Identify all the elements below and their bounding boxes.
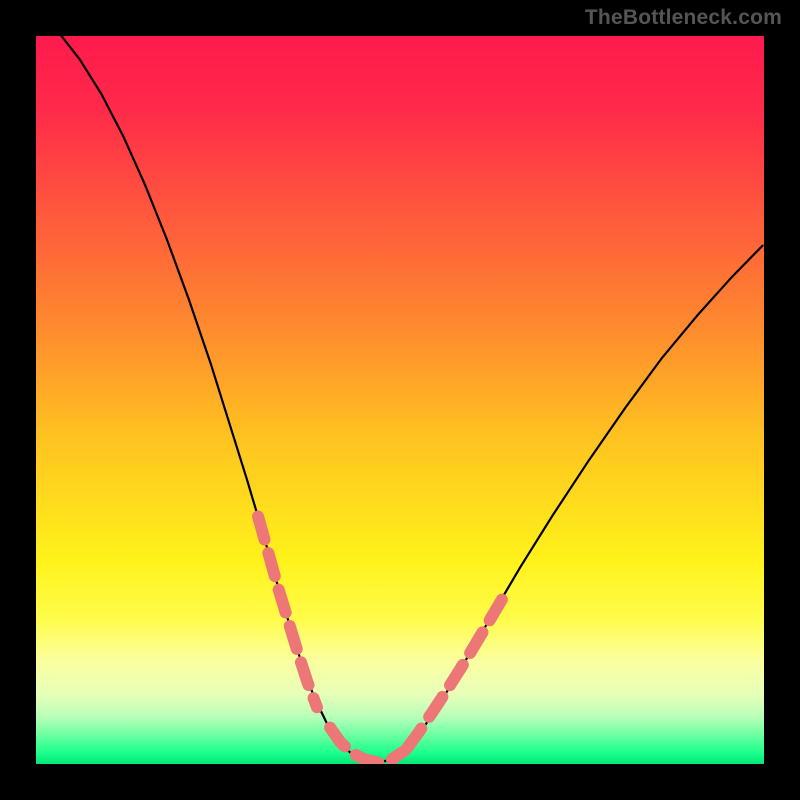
chart-background — [36, 36, 764, 764]
bottleneck-chart — [0, 0, 800, 800]
watermark-label: TheBottleneck.com — [585, 6, 782, 30]
